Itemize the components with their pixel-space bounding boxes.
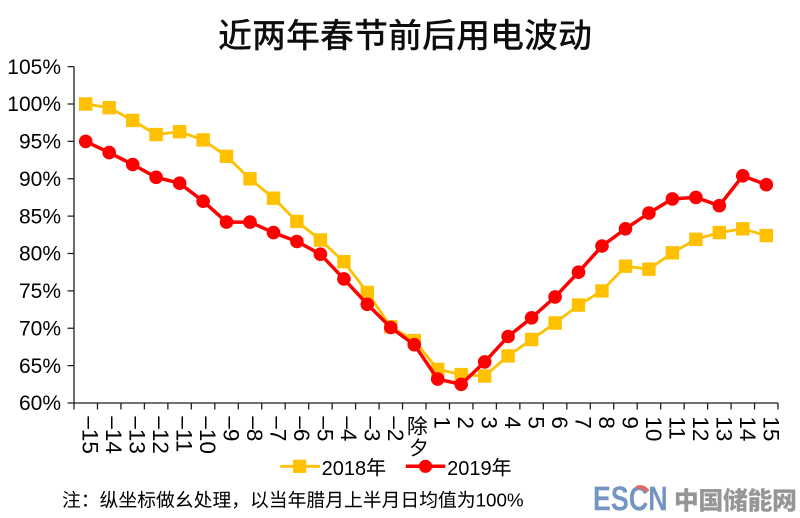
svg-text:8: 8 <box>594 416 619 429</box>
svg-text:100%: 100% <box>476 490 524 511</box>
svg-text:–8: –8 <box>242 416 267 441</box>
svg-text:–9: –9 <box>219 416 244 441</box>
svg-text:7: 7 <box>571 416 596 429</box>
svg-text:–15: –15 <box>78 416 103 454</box>
svg-text:105%: 105% <box>7 56 61 79</box>
svg-text:4: 4 <box>500 416 525 429</box>
svg-text:12: 12 <box>688 416 713 441</box>
svg-text:–7: –7 <box>266 416 291 441</box>
svg-text:85%: 85% <box>19 205 61 228</box>
svg-text:100%: 100% <box>7 93 61 116</box>
svg-text:15: 15 <box>758 416 783 441</box>
svg-text:14: 14 <box>735 416 760 441</box>
svg-text:–13: –13 <box>125 416 150 454</box>
svg-text:95%: 95% <box>19 131 61 154</box>
svg-text:6: 6 <box>547 416 572 429</box>
svg-text:9: 9 <box>618 416 643 429</box>
svg-text:–2: –2 <box>383 416 408 441</box>
svg-text:60%: 60% <box>19 392 61 415</box>
svg-text:5: 5 <box>524 416 549 429</box>
svg-text:–10: –10 <box>195 416 220 454</box>
svg-text:10: 10 <box>641 416 666 441</box>
svg-text:–4: –4 <box>336 416 361 441</box>
svg-text:65%: 65% <box>19 355 61 378</box>
svg-text:11: 11 <box>664 416 689 439</box>
svg-text:80%: 80% <box>19 243 61 266</box>
svg-text:1: 1 <box>430 416 455 429</box>
svg-text:75%: 75% <box>19 280 61 303</box>
svg-text:–6: –6 <box>289 416 314 441</box>
svg-text:2019: 2019 <box>447 458 492 480</box>
svg-text:3: 3 <box>477 416 502 429</box>
svg-text:90%: 90% <box>19 168 61 191</box>
svg-text:2: 2 <box>453 416 478 429</box>
svg-text:70%: 70% <box>19 317 61 340</box>
svg-text:–12: –12 <box>148 416 173 454</box>
svg-text:–5: –5 <box>312 416 337 441</box>
svg-text:13: 13 <box>711 416 736 441</box>
svg-text:–3: –3 <box>359 416 384 441</box>
svg-text:–11: –11 <box>172 416 197 452</box>
svg-text:2018: 2018 <box>322 458 367 480</box>
svg-text:–14: –14 <box>101 416 126 454</box>
